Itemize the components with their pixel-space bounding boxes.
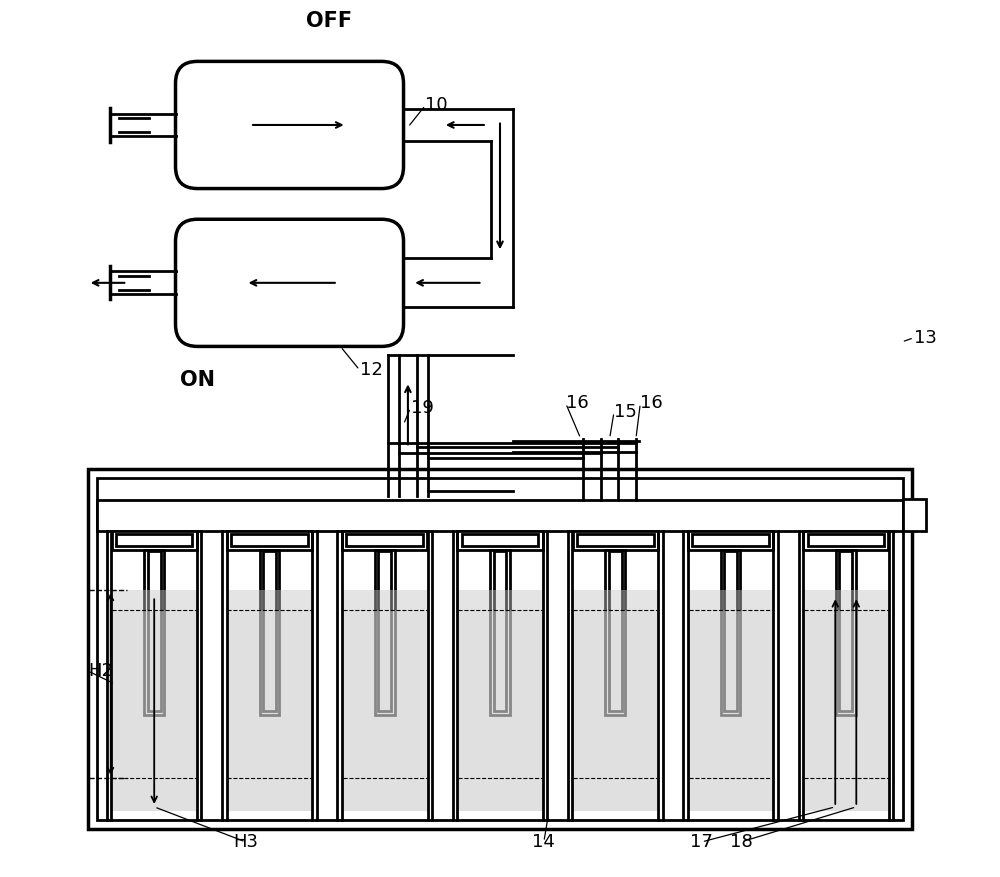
Bar (112, 590, 196, 610)
Text: 19: 19 (411, 399, 433, 417)
Bar (227, 531, 312, 550)
Bar (573, 610, 657, 811)
Bar (573, 590, 657, 610)
Text: H2: H2 (88, 662, 113, 680)
Bar (609, 551, 622, 711)
Bar (378, 551, 391, 711)
Bar (112, 610, 196, 811)
Bar (457, 531, 543, 550)
Bar (804, 590, 888, 610)
Bar (803, 531, 888, 550)
Bar (721, 550, 740, 715)
Text: H3: H3 (233, 833, 258, 851)
Text: 17: 17 (690, 833, 713, 851)
Bar (231, 534, 308, 546)
FancyBboxPatch shape (176, 219, 404, 346)
Bar (689, 610, 773, 811)
FancyBboxPatch shape (176, 61, 404, 189)
Bar (692, 534, 769, 546)
Bar (804, 610, 888, 811)
Bar (97, 478, 903, 820)
Bar (116, 534, 192, 546)
Bar (605, 550, 625, 715)
Bar (458, 590, 542, 610)
Text: 12: 12 (360, 361, 383, 379)
Bar (88, 469, 912, 829)
Bar (144, 550, 164, 715)
Bar (577, 534, 654, 546)
Bar (260, 550, 279, 715)
Bar (375, 550, 395, 715)
Text: OFF: OFF (306, 11, 352, 31)
Bar (462, 534, 538, 546)
Bar (688, 531, 773, 550)
Text: 14: 14 (532, 833, 555, 851)
Bar (346, 534, 423, 546)
Bar (808, 534, 884, 546)
Bar (227, 590, 311, 610)
Bar (903, 500, 926, 531)
Bar (148, 551, 161, 711)
Bar (573, 531, 658, 550)
Text: 10: 10 (425, 96, 448, 114)
Bar (112, 531, 197, 550)
Text: 15: 15 (614, 403, 637, 421)
Bar (263, 551, 276, 711)
Text: 18: 18 (730, 833, 753, 851)
Text: ON: ON (180, 370, 215, 390)
Bar (342, 531, 427, 550)
Text: 16: 16 (640, 395, 663, 412)
Bar (494, 551, 506, 711)
Bar (97, 500, 903, 531)
Text: 13: 13 (914, 329, 937, 346)
Bar (458, 610, 542, 811)
Bar (343, 590, 427, 610)
Bar (343, 610, 427, 811)
Bar (839, 551, 852, 711)
Bar (836, 550, 856, 715)
Text: 16: 16 (566, 395, 589, 412)
Bar (689, 590, 773, 610)
Bar (227, 610, 311, 811)
Bar (490, 550, 510, 715)
Bar (724, 551, 737, 711)
